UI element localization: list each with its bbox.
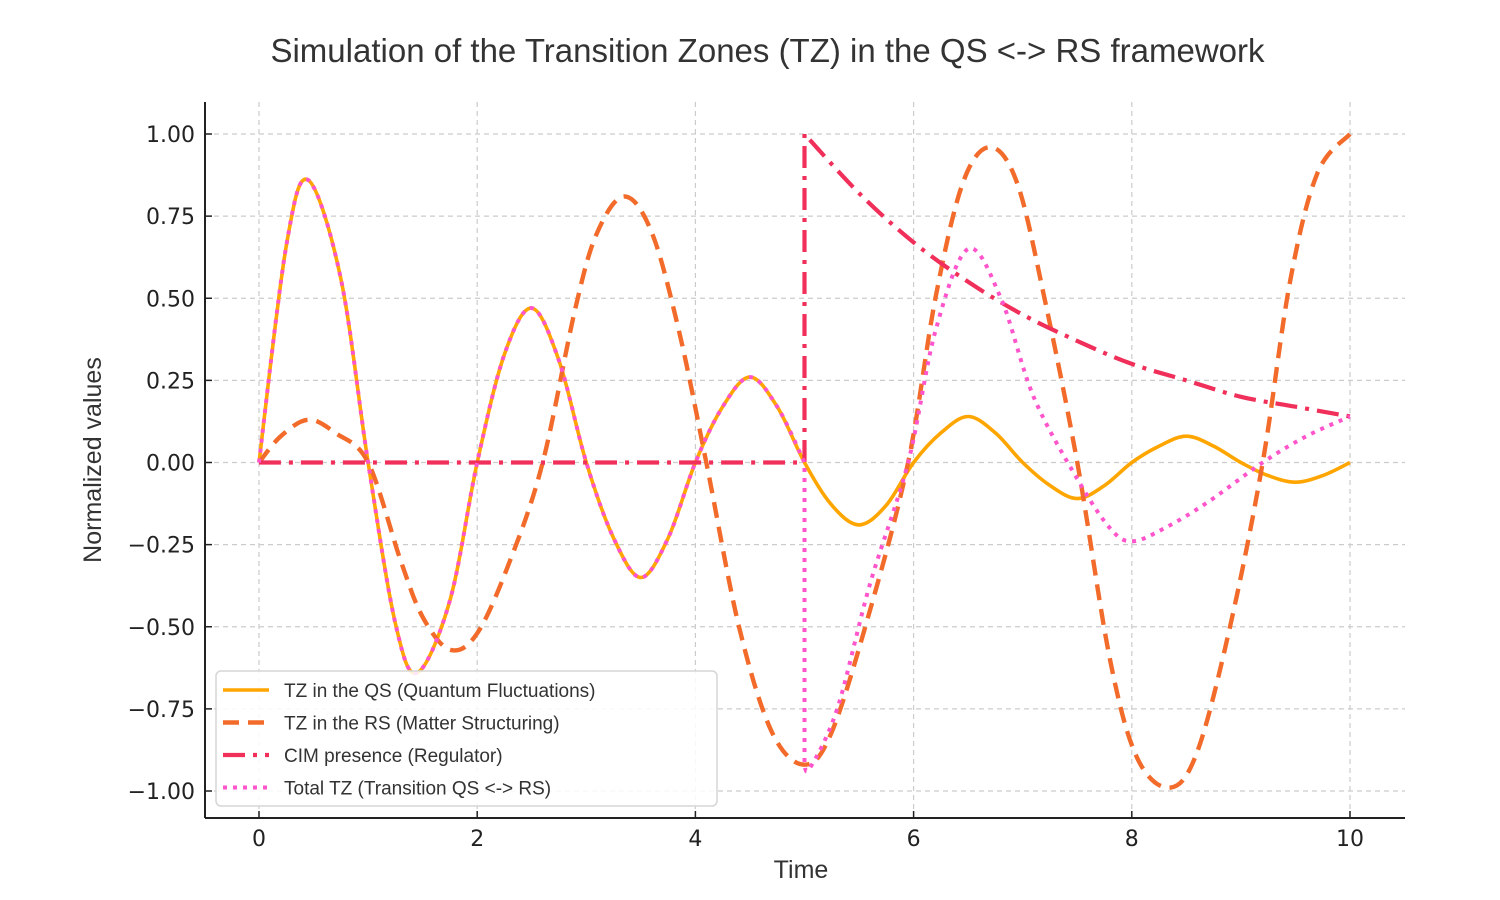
legend: TZ in the QS (Quantum Fluctuations) TZ in…	[215, 670, 718, 807]
legend-label: CIM presence (Regulator)	[284, 746, 503, 767]
axes	[204, 102, 1405, 819]
legend-item-cim: CIM presence (Regulator)	[223, 746, 503, 767]
y-tick-label: −0.25	[128, 534, 195, 559]
legend-label: TZ in the QS (Quantum Fluctuations)	[284, 681, 596, 702]
y-tick-label: 0.25	[146, 369, 195, 394]
x-tick-label: 6	[907, 827, 921, 852]
y-tick-label: 1.00	[146, 123, 195, 148]
legend-item-qs: TZ in the QS (Quantum Fluctuations)	[223, 681, 596, 702]
legend-label: Total TZ (Transition QS <-> RS)	[284, 779, 551, 800]
chart-title: Simulation of the Transition Zones (TZ) …	[270, 32, 1265, 69]
series-lines	[257, 131, 1352, 790]
y-axis-label: Normalized values	[79, 357, 107, 563]
x-axis-ticks: 0 2 4 6 8 10	[252, 811, 1364, 852]
legend-label: TZ in the RS (Matter Structuring)	[284, 714, 560, 735]
series-total-line	[257, 177, 1351, 774]
series-rs-line	[257, 132, 1352, 790]
y-tick-label: 0.75	[146, 205, 195, 230]
legend-box	[215, 670, 718, 807]
x-tick-label: 8	[1125, 827, 1139, 852]
y-tick-label: −1.00	[128, 780, 195, 805]
x-tick-label: 4	[688, 827, 702, 852]
y-tick-label: −0.50	[128, 616, 195, 641]
y-tick-label: 0.00	[146, 452, 195, 477]
x-tick-label: 2	[470, 827, 484, 852]
x-axis-label: Time	[774, 856, 829, 884]
x-tick-label: 10	[1336, 827, 1364, 852]
legend-item-rs: TZ in the RS (Matter Structuring)	[223, 714, 560, 735]
y-tick-label: −0.75	[128, 698, 195, 723]
y-tick-label: 0.50	[146, 287, 195, 312]
legend-item-total: Total TZ (Transition QS <-> RS)	[223, 779, 551, 800]
y-axis-ticks: 1.00 0.75 0.50 0.25 0.00 −0.25 −0.50 −0.75 −1.00	[128, 123, 212, 805]
x-tick-label: 0	[252, 827, 266, 852]
series-cim-line	[258, 131, 1351, 465]
